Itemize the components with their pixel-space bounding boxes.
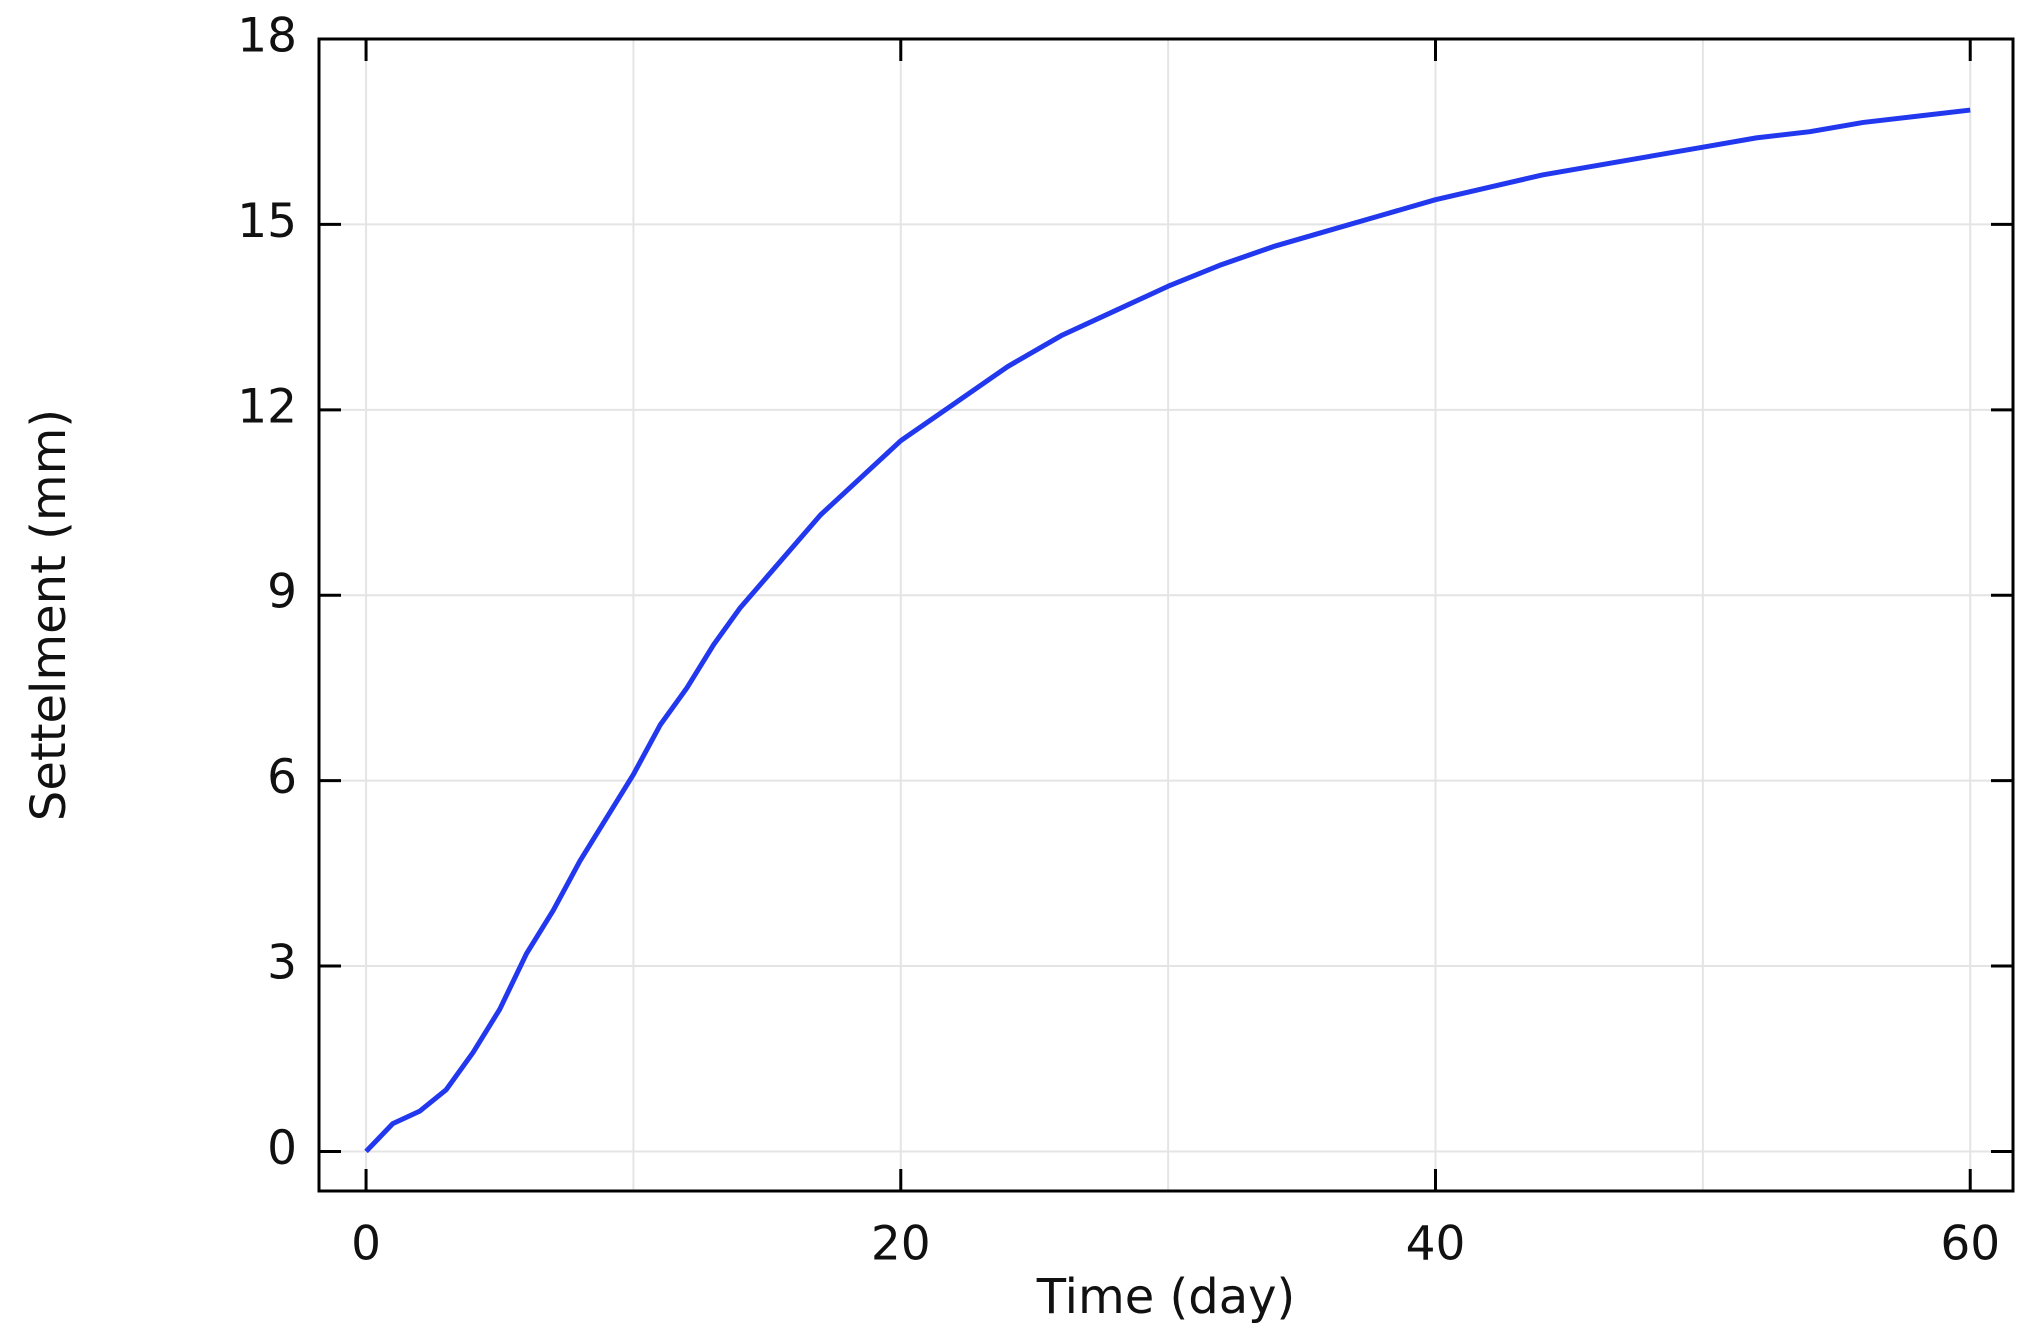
y-axis-title: Settelment (mm)	[21, 409, 77, 821]
y-tick-label: 6	[267, 750, 297, 805]
x-tick-label: 20	[871, 1217, 931, 1272]
y-tick-label: 9	[267, 565, 297, 620]
x-tick-label: 60	[1940, 1217, 2000, 1272]
y-tick-label: 18	[237, 9, 297, 64]
y-tick-label: 12	[237, 379, 297, 434]
y-tick-label: 0	[267, 1121, 297, 1176]
x-tick-label: 40	[1406, 1217, 1466, 1272]
x-axis-title: Time (day)	[1036, 1269, 1295, 1325]
y-tick-label: 15	[237, 194, 297, 249]
plot-frame	[317, 37, 2015, 1193]
y-tick-label: 3	[267, 936, 297, 991]
data-line	[364, 107, 1971, 1154]
x-tick-label: 0	[351, 1217, 381, 1272]
